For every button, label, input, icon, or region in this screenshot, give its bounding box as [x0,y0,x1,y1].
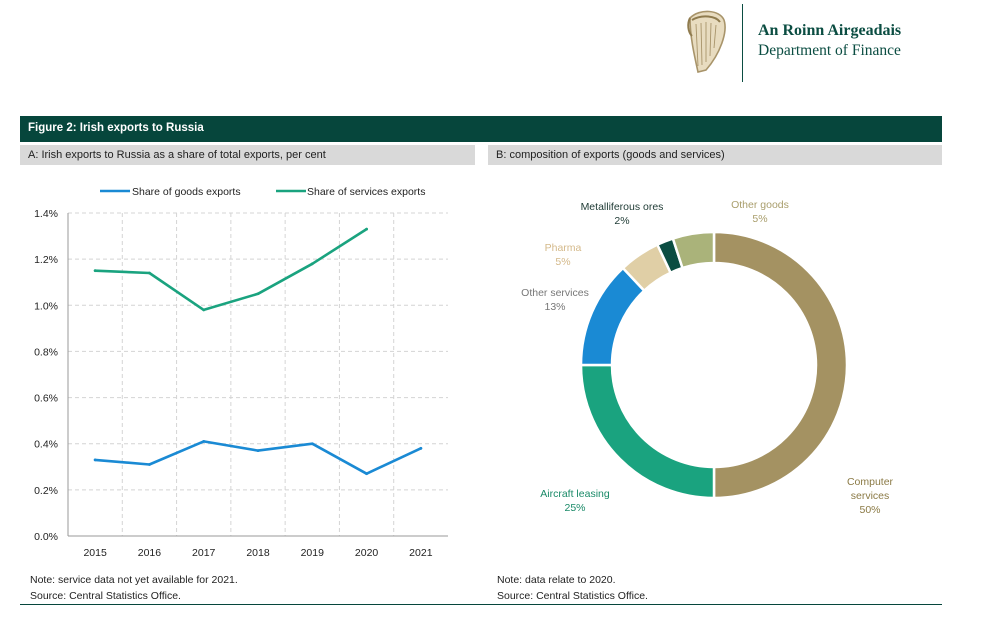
x-tick-label: 2018 [246,547,270,559]
legend-label: Share of goods exports [132,186,241,198]
x-tick-label: 2017 [192,547,216,559]
figure-title: Figure 2: Irish exports to Russia [28,122,204,134]
harp-icon [687,10,726,73]
y-tick-label: 1.4% [34,208,58,220]
data-point [310,262,314,266]
donut-slice-computer-services [712,230,849,500]
slice-name-label: Pharma [545,242,582,254]
donut-slice-other-goods [671,230,716,270]
donut-slice-aircraft-leasing [579,363,716,500]
data-point [256,449,260,453]
slice-value-label: 25% [564,502,585,514]
slice-value-label: 13% [544,301,565,313]
data-point [202,308,206,312]
data-point [148,271,151,275]
figure-title-bar: Figure 2: Irish exports to Russia [20,116,942,142]
panel-a-source: Source: Central Statistics Office. [30,590,181,602]
series-line-services [93,227,368,312]
slice-name-label: services [851,490,890,502]
slice-name-label: Metalliferous ores [581,201,664,213]
slice-name-label: Computer [847,476,894,488]
slice-value-label: 50% [859,504,880,516]
panel-a-heading: A: Irish exports to Russia as a share of… [28,149,326,161]
logo-divider [742,4,743,82]
slice-name-label: Other services [521,287,589,299]
x-tick-label: 2015 [83,547,107,559]
panel-b-heading: B: composition of exports (goods and ser… [496,149,725,161]
x-tick-label: 2016 [138,547,162,559]
panel-b-note: Note: data relate to 2020. [497,574,616,586]
legend-label: Share of services exports [307,186,425,198]
panel-b-source: Source: Central Statistics Office. [497,590,648,602]
data-point [419,446,423,450]
slice-value-label: 2% [614,215,629,227]
data-point [256,292,260,296]
bottom-rule [20,604,942,605]
panel-b-heading-bar: B: composition of exports (goods and ser… [488,145,942,165]
slice-name-label: Other goods [731,199,789,211]
y-tick-label: 0.8% [34,346,58,358]
data-point [93,269,97,273]
data-point [93,458,97,462]
data-point [365,227,368,231]
x-tick-label: 2019 [301,547,325,559]
data-point [310,442,314,446]
org-name-english: Department of Finance [758,42,901,59]
y-tick-label: 1.0% [34,300,58,312]
y-tick-label: 0.0% [34,531,58,543]
x-tick-label: 2021 [409,547,433,559]
data-point [365,472,368,476]
panel-a-note: Note: service data not yet available for… [30,574,238,586]
org-name-irish: An Roinn Airgeadais [758,22,902,39]
y-tick-label: 1.2% [34,254,58,266]
x-tick-label: 2020 [355,547,379,559]
slice-value-label: 5% [752,213,767,225]
slice-name-label: Aircraft leasing [540,488,610,500]
donut-slice-other-services [579,266,646,367]
department-logo: An Roinn Airgeadais Department of Financ… [684,4,944,82]
series-line-goods [93,440,423,475]
data-point [202,440,206,443]
y-tick-label: 0.4% [34,439,58,451]
data-point [148,463,151,466]
slice-value-label: 5% [555,256,570,268]
y-tick-label: 0.6% [34,393,58,405]
y-tick-label: 0.2% [34,485,58,497]
panel-a-heading-bar: A: Irish exports to Russia as a share of… [20,145,475,165]
